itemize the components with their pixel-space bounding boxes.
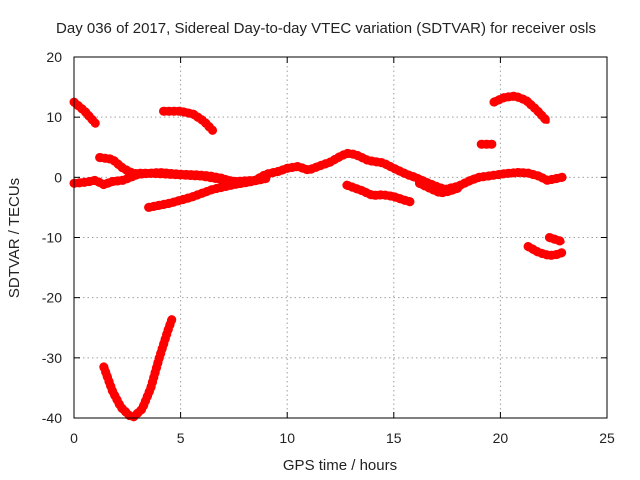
series-markers-track-l xyxy=(99,314,177,422)
x-tick-label: 25 xyxy=(599,430,615,446)
series-markers-track-a xyxy=(69,97,100,128)
y-tick-label: 10 xyxy=(46,109,62,125)
series-markers-track-j xyxy=(523,242,567,261)
x-tick-label: 5 xyxy=(177,430,185,446)
y-tick-label: 20 xyxy=(46,49,62,65)
series-markers-track-e xyxy=(144,174,271,212)
series-markers-track-g xyxy=(414,178,463,198)
y-tick-label: -30 xyxy=(42,350,62,366)
y-tick-label: 0 xyxy=(54,169,62,185)
series-markers-track-f xyxy=(342,180,416,207)
series-markers-track-i xyxy=(489,91,552,126)
y-tick-label: -40 xyxy=(42,410,62,426)
y-axis-label: SDTVAR / TECUs xyxy=(6,178,23,298)
y-tick-label: -20 xyxy=(42,290,62,306)
series-markers-track-b xyxy=(159,106,218,135)
chart-title: Day 036 of 2017, Sidereal Day-to-day VTE… xyxy=(56,20,596,37)
x-tick-label: 10 xyxy=(279,430,295,446)
plot-frame xyxy=(73,56,608,419)
x-tick-label: 15 xyxy=(386,430,402,446)
x-tick-label: 20 xyxy=(493,430,509,446)
series-layer xyxy=(69,91,567,422)
x-tick-label: 0 xyxy=(70,430,78,446)
y-tick-label: -10 xyxy=(42,230,62,246)
x-axis-label: GPS time / hours xyxy=(283,457,397,474)
series-markers-track-k xyxy=(544,233,567,247)
series-markers-track-d xyxy=(95,148,567,194)
grid-layer xyxy=(74,57,607,418)
